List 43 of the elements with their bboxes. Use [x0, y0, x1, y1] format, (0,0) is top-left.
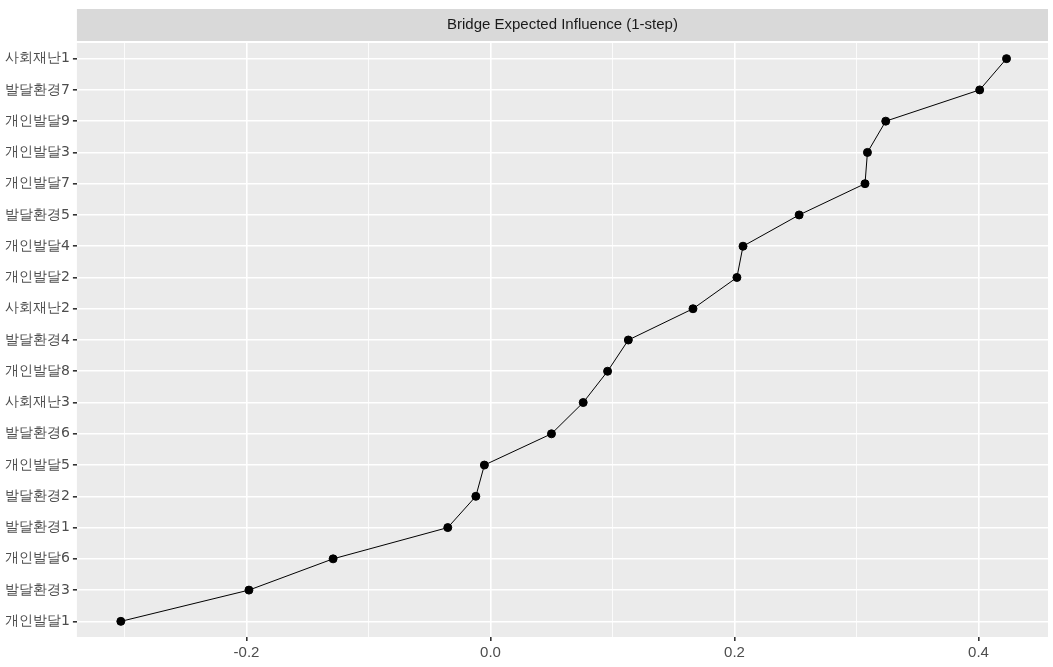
x-tick-label: 0.2: [724, 643, 745, 661]
y-tick-label: 발달환경4: [4, 330, 70, 347]
point: [443, 523, 453, 533]
y-tick-label: 발달환경3: [4, 580, 70, 597]
point: [732, 272, 742, 282]
point: [975, 85, 985, 95]
point: [328, 554, 338, 564]
y-tick-label: 사회재난1: [4, 49, 70, 66]
point: [603, 366, 613, 376]
y-tick-label: 개인발달3: [4, 143, 70, 160]
point: [881, 116, 891, 126]
y-tick-label: 발달환경7: [4, 80, 70, 97]
y-tick-label: 개인발달7: [4, 174, 70, 191]
y-tick-label: 사회재난2: [4, 299, 70, 316]
y-tick-label: 개인발달5: [4, 455, 70, 472]
point: [860, 179, 870, 189]
point: [738, 241, 748, 251]
x-tick-label: 0.4: [968, 643, 989, 661]
point: [862, 147, 872, 157]
y-tick-label: 개인발달2: [4, 268, 70, 285]
point: [623, 335, 633, 345]
y-tick-label: 발달환경6: [4, 424, 70, 441]
point: [116, 616, 126, 626]
y-tick-label: 개인발달6: [4, 549, 70, 566]
y-tick-label: 발달환경1: [4, 518, 70, 535]
point: [479, 460, 489, 470]
point: [471, 491, 481, 501]
y-tick-label: 발달환경2: [4, 486, 70, 503]
y-tick-label: 개인발달4: [4, 236, 70, 253]
point: [794, 210, 804, 220]
point: [688, 304, 698, 314]
y-tick-label: 개인발달9: [4, 111, 70, 128]
chart-title: Bridge Expected Influence (1-step): [446, 15, 678, 33]
point: [244, 585, 254, 595]
x-tick-label: -0.2: [233, 643, 260, 661]
point: [546, 429, 556, 439]
point: [1002, 54, 1012, 64]
point: [578, 398, 588, 408]
y-tick-label: 발달환경5: [4, 205, 70, 222]
y-tick-label: 사회재난3: [4, 393, 70, 410]
x-tick-label: 0.0: [480, 643, 501, 661]
y-tick-label: 개인발달8: [4, 361, 70, 378]
y-tick-label: 개인발달1: [4, 612, 70, 629]
